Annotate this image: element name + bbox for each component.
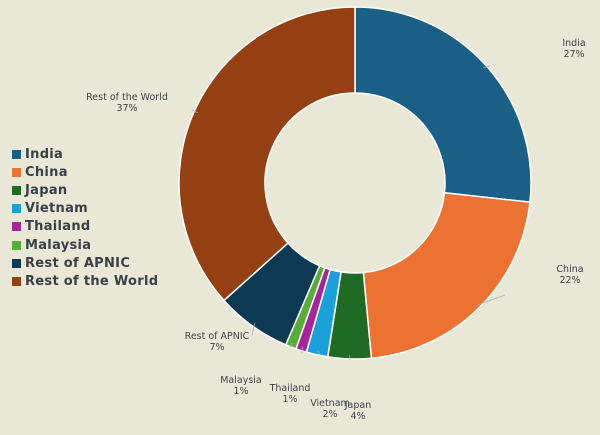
legend-item: Malaysia (12, 236, 158, 254)
legend-label: Thailand (25, 219, 91, 234)
legend-swatch (12, 277, 21, 286)
slice-label-name: China (556, 264, 583, 275)
slice-label-percent: 7% (209, 342, 224, 353)
slice-rest-of-the-world (179, 7, 355, 300)
chart-legend: India China Japan Vietnam Thailand Malaysia Re… (12, 145, 158, 291)
legend-label: Malaysia (25, 238, 91, 253)
legend-item: India (12, 145, 158, 163)
slice-india (355, 7, 531, 202)
slice-label-percent: 4% (350, 411, 365, 422)
slice-label-name: Rest of APNIC (185, 331, 250, 342)
legend-item: Japan (12, 181, 158, 199)
legend-swatch (12, 204, 21, 213)
legend-item: China (12, 163, 158, 181)
legend-swatch (12, 241, 21, 250)
legend-label: India (25, 147, 63, 162)
legend-swatch (12, 168, 21, 177)
legend-item: Vietnam (12, 200, 158, 218)
legend-label: Japan (25, 183, 67, 198)
slice-label-name: Malaysia (220, 375, 262, 386)
legend-item: Rest of the World (12, 272, 158, 290)
legend-swatch (12, 222, 21, 231)
slice-china (363, 193, 530, 358)
legend-item: Rest of APNIC (12, 254, 158, 272)
slice-label-percent: 37% (116, 103, 137, 114)
slice-label-name: Thailand (269, 383, 311, 394)
slice-label-percent: 27% (563, 49, 584, 60)
slice-label-name: Vietnam (310, 398, 350, 409)
legend-label: Vietnam (25, 201, 88, 216)
slice-label-percent: 22% (559, 275, 580, 286)
slice-label-name: India (562, 38, 585, 49)
legend-label: China (25, 165, 68, 180)
legend-label: Rest of APNIC (25, 256, 130, 271)
legend-label: Rest of the World (25, 274, 158, 289)
slice-label-name: Rest of the World (86, 92, 168, 103)
slice-label-percent: 1% (233, 386, 248, 397)
legend-item: Thailand (12, 218, 158, 236)
slice-label-percent: 1% (282, 394, 297, 405)
legend-swatch (12, 259, 21, 268)
slice-label-percent: 2% (322, 409, 337, 420)
legend-swatch (12, 186, 21, 195)
legend-swatch (12, 150, 21, 159)
